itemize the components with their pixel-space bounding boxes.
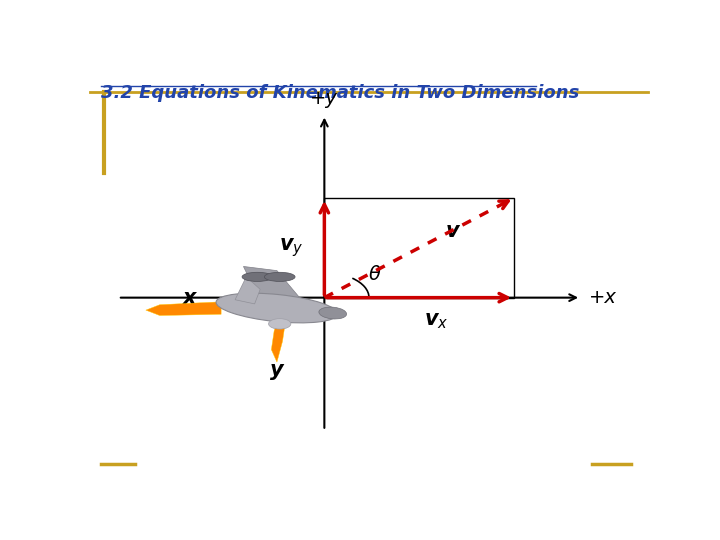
Ellipse shape — [242, 272, 273, 281]
Ellipse shape — [319, 307, 346, 319]
Text: $\boldsymbol{v}_y$: $\boldsymbol{v}_y$ — [279, 237, 303, 259]
Text: $\boldsymbol{v}_x$: $\boldsymbol{v}_x$ — [423, 310, 449, 330]
Text: $\boldsymbol{x}$: $\boldsymbol{x}$ — [182, 288, 199, 308]
Polygon shape — [271, 322, 285, 362]
Text: $\boldsymbol{y}$: $\boldsymbol{y}$ — [269, 362, 285, 382]
Ellipse shape — [269, 319, 291, 329]
Text: +x: +x — [590, 288, 617, 307]
Text: $\theta$: $\theta$ — [368, 265, 382, 284]
Ellipse shape — [264, 272, 295, 281]
Polygon shape — [235, 277, 260, 304]
Bar — [324, 198, 514, 298]
Text: $\boldsymbol{v}$: $\boldsymbol{v}$ — [445, 221, 461, 241]
Text: 3.2 Equations of Kinematics in Two Dimensions: 3.2 Equations of Kinematics in Two Dimen… — [101, 84, 580, 102]
Polygon shape — [145, 302, 221, 315]
Polygon shape — [243, 266, 305, 316]
Text: +y: +y — [310, 90, 338, 109]
Ellipse shape — [216, 293, 338, 323]
